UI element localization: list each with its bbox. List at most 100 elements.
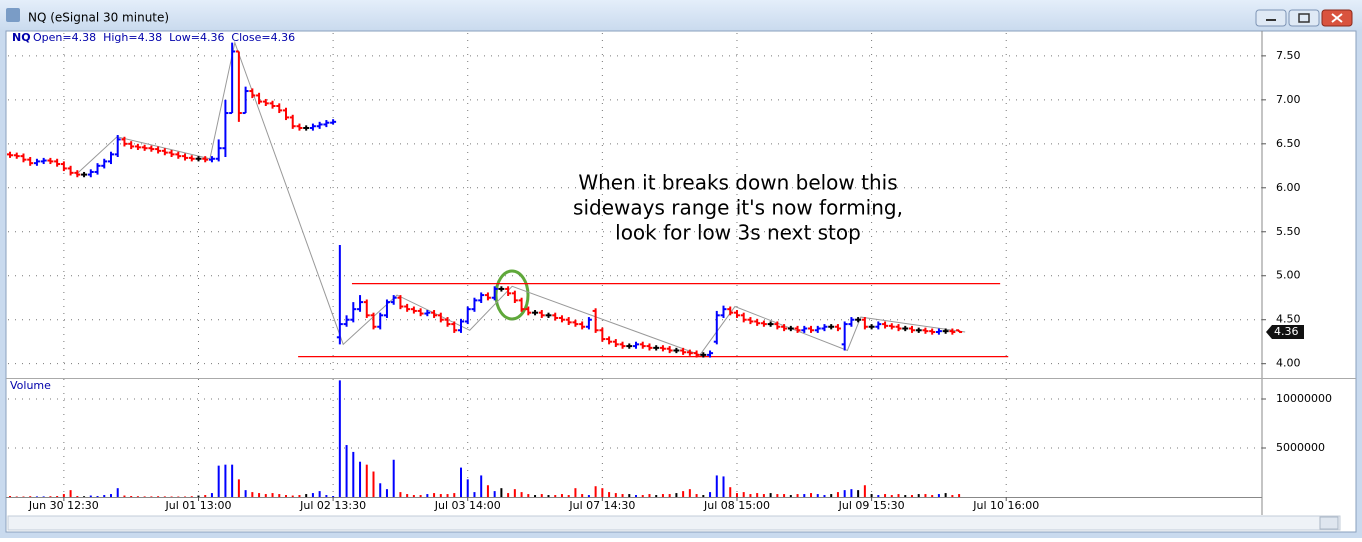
volume-bar — [29, 496, 31, 497]
symbol: NQ — [12, 31, 31, 44]
volume-bar — [426, 494, 428, 497]
volume-bar — [393, 460, 395, 497]
volume-bar — [420, 495, 422, 497]
annotation: look for low 3s next stop — [615, 221, 861, 245]
volume-bar — [864, 485, 866, 497]
volume-bar — [541, 494, 543, 497]
volume-bar — [204, 495, 206, 497]
volume-bar — [749, 494, 751, 497]
volume-bar — [931, 495, 933, 497]
y-tick-label: 5.00 — [1276, 269, 1301, 282]
volume-bar — [763, 494, 765, 497]
minimize-button[interactable] — [1256, 10, 1286, 26]
volume-bar — [844, 490, 846, 497]
volume-bar — [473, 492, 475, 497]
y-tick-label: 5000000 — [1276, 441, 1325, 454]
x-tick-label: Jul 03 14:00 — [434, 499, 501, 512]
volume-bar — [837, 492, 839, 497]
volume-bar — [850, 489, 852, 497]
volume-bar — [669, 494, 671, 497]
volume-bar — [413, 495, 415, 497]
window-title: NQ (eSignal 30 minute) — [28, 11, 169, 25]
y-tick-label: 7.00 — [1276, 93, 1301, 106]
x-tick-label: Jul 10 16:00 — [972, 499, 1039, 512]
volume-bar — [43, 496, 45, 497]
volume-bar — [871, 494, 873, 497]
x-tick-label: Jul 07 14:30 — [568, 499, 635, 512]
volume-bar — [628, 494, 630, 497]
maximize-button[interactable] — [1289, 10, 1319, 26]
volume-bar — [770, 493, 772, 497]
volume-bar — [97, 496, 99, 497]
volume-bar — [561, 494, 563, 497]
volume-bar — [743, 492, 745, 497]
title-bar — [0, 0, 1362, 31]
volume-bar — [285, 495, 287, 497]
volume-bar — [70, 490, 72, 497]
volume-bar — [797, 494, 799, 497]
volume-bar — [433, 493, 435, 497]
volume-bar — [359, 462, 361, 497]
volume-bar — [689, 489, 691, 497]
volume-bar — [447, 494, 449, 497]
volume-bar — [494, 491, 496, 497]
volume-bar — [379, 483, 381, 497]
x-tick-label: Jul 02 13:30 — [299, 499, 366, 512]
volume-bar — [736, 493, 738, 497]
volume-bar — [601, 488, 603, 497]
y-tick-label: 4.00 — [1276, 357, 1301, 370]
volume-bar — [49, 496, 51, 497]
y-tick-label: 10000000 — [1276, 392, 1332, 405]
volume-bar — [467, 479, 469, 497]
annotation: When it breaks down below this — [578, 171, 897, 195]
volume-bar — [729, 487, 731, 497]
volume-bar — [312, 493, 314, 497]
last-price-label: 4.36 — [1274, 325, 1299, 338]
volume-bar — [514, 489, 516, 497]
volume-bar — [332, 496, 334, 497]
volume-bar — [36, 496, 38, 497]
x-tick-label: Jul 01 13:00 — [165, 499, 232, 512]
scrollbar[interactable] — [8, 516, 1340, 530]
volume-bar — [76, 496, 78, 497]
volume-bar — [918, 494, 920, 497]
volume-bar — [224, 465, 226, 497]
volume-bar — [810, 493, 812, 497]
volume-bar — [756, 493, 758, 497]
volume-bar — [440, 494, 442, 497]
volume-bar — [480, 475, 482, 497]
volume-bar — [346, 445, 348, 497]
volume-bar — [803, 494, 805, 497]
x-tick-label: Jul 08 15:00 — [703, 499, 770, 512]
ohlc-legend: Open=4.38 High=4.38 Low=4.36 Close=4.36 — [33, 31, 295, 44]
volume-bar — [117, 488, 119, 497]
volume-bar — [399, 492, 401, 497]
volume-bar — [622, 494, 624, 497]
volume-bar — [56, 496, 58, 497]
volume-bar — [319, 491, 321, 497]
close-button[interactable] — [1322, 10, 1352, 26]
volume-bar — [238, 479, 240, 497]
volume-bar — [272, 493, 274, 497]
volume-bar — [595, 486, 597, 497]
volume-bar — [884, 494, 886, 497]
volume-bar — [776, 494, 778, 497]
volume-bar — [191, 496, 193, 497]
volume-bar — [891, 495, 893, 497]
volume-bar — [655, 495, 657, 497]
volume-bar — [386, 489, 388, 497]
volume-bar — [911, 495, 913, 497]
volume-bar — [90, 496, 92, 497]
volume-bar — [696, 494, 698, 497]
volume-bar — [527, 494, 529, 497]
volume-bar — [110, 494, 112, 497]
y-tick-label: 6.00 — [1276, 181, 1301, 194]
chart-area — [6, 31, 1356, 532]
volume-bar — [702, 495, 704, 497]
volume-bar — [568, 495, 570, 497]
volume-bar — [245, 490, 247, 497]
annotation: sideways range it's now forming, — [573, 196, 903, 220]
volume-bar — [830, 494, 832, 497]
volume-bar — [218, 466, 220, 497]
volume-bar — [103, 495, 105, 497]
